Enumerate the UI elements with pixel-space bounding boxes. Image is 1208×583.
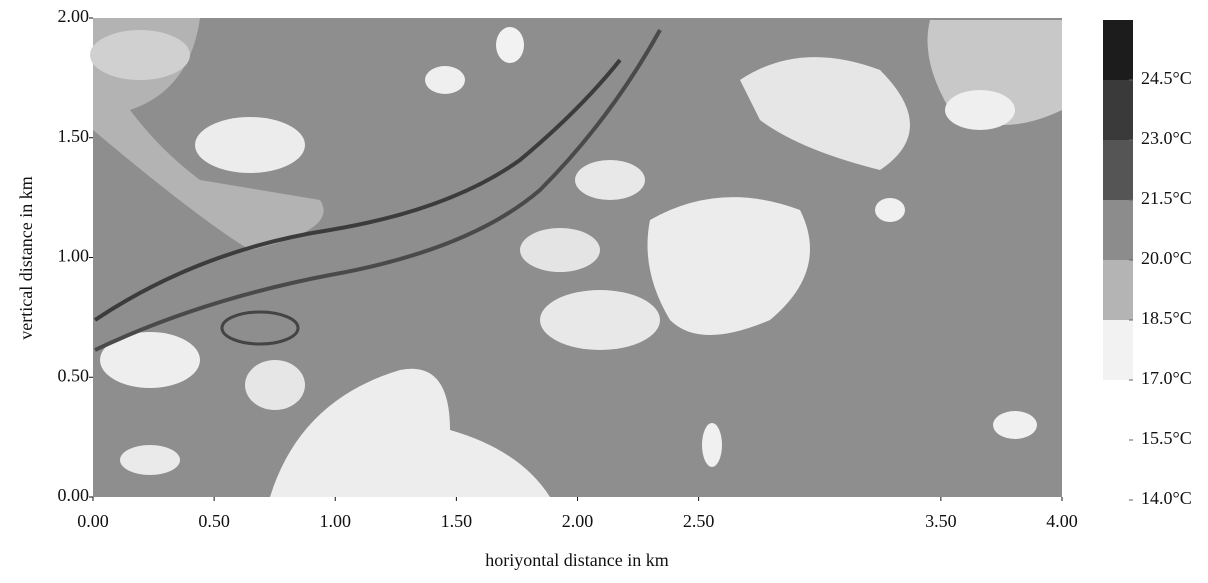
colorbar-band [1103,320,1133,380]
y-tick-label: 0.00 [58,485,90,505]
x-tick-label: 0.00 [77,511,109,531]
colorbar-band [1103,20,1133,80]
colorbar-band [1103,80,1133,140]
colorbar-tick-label: 18.5°C [1141,308,1192,328]
x-tick-label: 0.50 [198,511,230,531]
x-tick-label: 1.50 [441,511,473,531]
x-tick-label: 1.00 [320,511,352,531]
colorbar-tick-label: 17.0°C [1141,368,1192,388]
colorbar-tick-label: 24.5°C [1141,68,1192,88]
y-tick-label: 1.00 [58,246,90,266]
colorbar-tick-label: 21.5°C [1141,188,1192,208]
x-tick-label: 3.50 [925,511,957,531]
colorbar-tick-label: 14.0°C [1141,488,1192,508]
x-axis-label: horiyontal distance in km [485,550,668,570]
colorbar-band [1103,140,1133,200]
y-tick-label: 0.50 [58,365,90,385]
x-tick-label: 2.50 [683,511,715,531]
y-axis-label: vertical distance in km [16,176,36,339]
colorbar-band [1103,260,1133,320]
y-tick-label: 2.00 [58,6,90,26]
colorbar-tick-label: 20.0°C [1141,248,1192,268]
x-tick-label: 2.00 [562,511,594,531]
thermal-map [90,18,1062,497]
x-tick-label: 4.00 [1046,511,1078,531]
colorbar-tick-label: 23.0°C [1141,128,1192,148]
y-tick-label: 1.50 [58,126,90,146]
colorbar-band [1103,200,1133,260]
colorbar-tick-label: 15.5°C [1141,428,1192,448]
